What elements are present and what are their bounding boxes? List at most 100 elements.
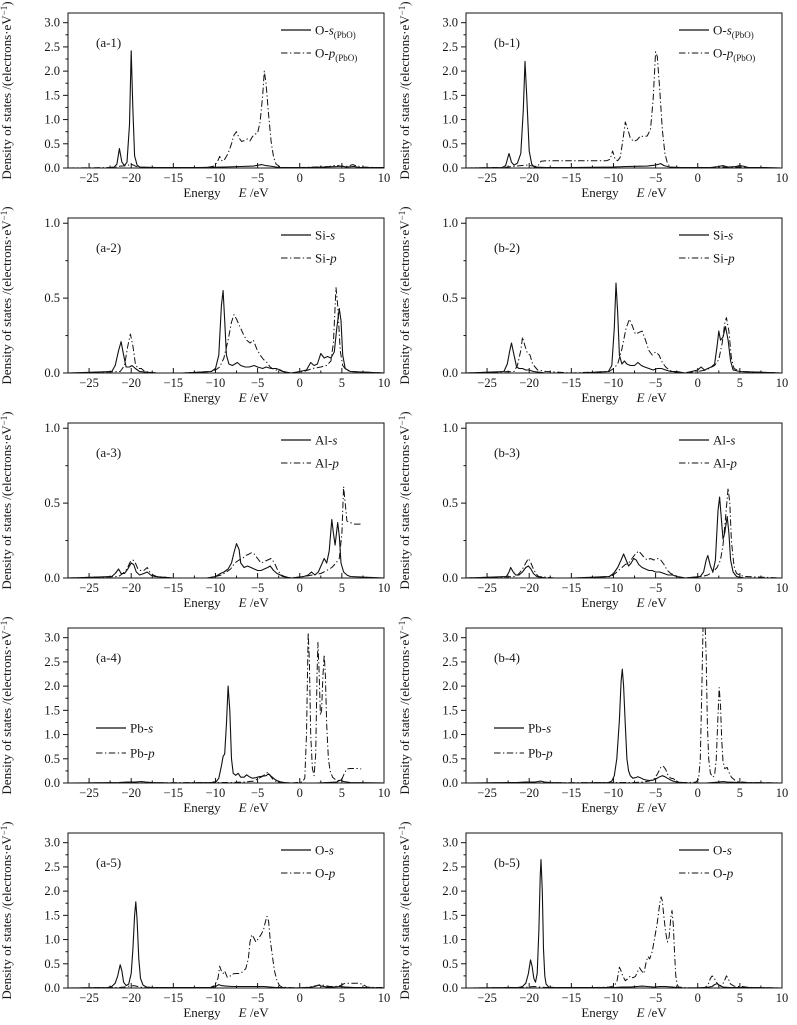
x-tick-label: 5 bbox=[737, 376, 743, 390]
x-tick-label: 10 bbox=[776, 991, 789, 1005]
y-axis-title: Density of states /(electrons·eV−1) bbox=[0, 821, 14, 999]
y-tick-label: 1.5 bbox=[44, 908, 60, 922]
x-axis-title: Energy E /eV bbox=[581, 595, 667, 610]
panel-a-4: −25 −20 −15 −10 −5 0 5 10 0.0 0.5 1.0 1.5 2.0 2.5 3.0 (… bbox=[0, 616, 390, 815]
legend-label: Pb-s bbox=[528, 721, 551, 736]
y-tick-label: 2.5 bbox=[442, 655, 458, 669]
x-axis-title: Energy E /eV bbox=[581, 1005, 667, 1020]
y-axis-ticks: 0.0 0.5 1.0 1.5 2.0 2.5 3.0 bbox=[442, 16, 466, 175]
x-axis-ticks: −25 −20 −15 −10 −5 0 5 10 bbox=[79, 368, 390, 390]
x-tick-label: −10 bbox=[604, 581, 624, 595]
x-tick-label: −5 bbox=[649, 376, 662, 390]
series-O-s(PbO) bbox=[466, 60, 782, 168]
y-tick-label: 1.5 bbox=[442, 703, 458, 717]
y-tick-label: 2.0 bbox=[44, 64, 60, 78]
panel-label: (b-5) bbox=[494, 855, 520, 870]
x-axis-ticks: −25 −20 −15 −10 −5 0 5 10 bbox=[477, 163, 788, 185]
x-tick-label: −25 bbox=[477, 581, 497, 595]
x-tick-label: −5 bbox=[649, 171, 662, 185]
y-tick-label: 2.0 bbox=[442, 64, 458, 78]
y-axis-ticks: 0.0 0.5 1.0 bbox=[44, 421, 68, 585]
legend-label: O-p(PbO) bbox=[315, 46, 357, 64]
y-axis-title: Density of states /(electrons·eV−1) bbox=[398, 411, 412, 589]
panel-label: (a-3) bbox=[96, 445, 121, 460]
x-tick-label: 10 bbox=[378, 171, 391, 185]
panel-a-2: −25 −20 −15 −10 −5 0 5 10 0.0 0.5 1.0 (a-2) Si-s Si-p… bbox=[0, 206, 390, 405]
x-tick-label: −15 bbox=[164, 376, 184, 390]
x-tick-label: −20 bbox=[519, 171, 539, 185]
plot-box bbox=[465, 12, 783, 169]
panel-b-2: −25 −20 −15 −10 −5 0 5 10 0.0 0.5 1.0 (b-2) Si-s Si-p… bbox=[398, 206, 789, 405]
y-tick-label: 0.0 bbox=[442, 981, 458, 995]
x-tick-label: 5 bbox=[339, 171, 345, 185]
y-tick-label: 1.5 bbox=[442, 908, 458, 922]
legend-label: Al-p bbox=[315, 456, 339, 471]
series-Pb-p bbox=[68, 632, 362, 783]
x-tick-label: −15 bbox=[562, 171, 582, 185]
legend-label: O-s(PbO) bbox=[713, 23, 754, 41]
panel-a-1: −25 −20 −15 −10 −5 0 5 10 0.0 0.5 1.0 1.5 2.0 2.5 3.0 (… bbox=[0, 1, 391, 200]
x-tick-label: −10 bbox=[206, 786, 226, 800]
series-O-s(PbO) bbox=[68, 50, 384, 168]
panel-b-5: −25 −20 −15 −10 −5 0 5 10 0.0 0.5 1.0 1.5 2.0 2.5 3.0 (… bbox=[398, 821, 789, 1020]
panel-label: (a-1) bbox=[96, 35, 121, 50]
y-axis-title: Density of states /(electrons·eV−1) bbox=[0, 411, 14, 589]
x-tick-label: −20 bbox=[121, 991, 141, 1005]
y-tick-label: 0.5 bbox=[44, 752, 60, 766]
series-Si-p bbox=[68, 287, 384, 373]
x-tick-label: 10 bbox=[378, 991, 391, 1005]
y-tick-label: 1.0 bbox=[44, 933, 60, 947]
x-tick-label: −10 bbox=[206, 991, 226, 1005]
series-O-p(PbO) bbox=[466, 51, 782, 168]
y-tick-label: 1.5 bbox=[442, 88, 458, 102]
x-tick-label: −25 bbox=[79, 786, 99, 800]
series-Pb-p bbox=[466, 628, 782, 783]
series-Si-p bbox=[466, 317, 782, 373]
x-tick-label: 0 bbox=[297, 171, 303, 185]
x-tick-label: 5 bbox=[737, 786, 743, 800]
panel-a-5: −25 −20 −15 −10 −5 0 5 10 0.0 0.5 1.0 1.5 2.0 2.5 3.0 (… bbox=[0, 821, 391, 1020]
x-tick-label: −25 bbox=[79, 171, 99, 185]
x-tick-label: −5 bbox=[251, 581, 264, 595]
x-tick-label: −25 bbox=[79, 581, 99, 595]
x-tick-label: 5 bbox=[339, 376, 345, 390]
x-tick-label: 5 bbox=[737, 171, 743, 185]
x-tick-label: −25 bbox=[477, 991, 497, 1005]
plot-box bbox=[67, 12, 385, 169]
panel-label: (a-2) bbox=[96, 240, 121, 255]
x-tick-label: −10 bbox=[604, 786, 624, 800]
y-axis-ticks: 0.0 0.5 1.0 1.5 2.0 2.5 3.0 bbox=[442, 836, 466, 995]
x-tick-label: −5 bbox=[251, 786, 264, 800]
y-axis-ticks: 0.0 0.5 1.0 1.5 2.0 2.5 3.0 bbox=[44, 16, 68, 175]
y-tick-label: 3.0 bbox=[44, 631, 60, 645]
y-axis-title: Density of states /(electrons·eV−1) bbox=[398, 616, 412, 794]
panel-label: (b-2) bbox=[494, 240, 520, 255]
y-tick-label: 0.5 bbox=[44, 291, 60, 305]
x-tick-label: −10 bbox=[604, 171, 624, 185]
x-tick-label: 0 bbox=[695, 991, 701, 1005]
x-tick-label: 0 bbox=[695, 786, 701, 800]
x-tick-label: −10 bbox=[206, 376, 226, 390]
series-O-p bbox=[68, 915, 384, 988]
legend-label: Si-s bbox=[713, 228, 733, 243]
y-tick-label: 1.0 bbox=[44, 421, 60, 435]
y-tick-label: 0.0 bbox=[44, 981, 60, 995]
y-axis-title: Density of states /(electrons·eV−1) bbox=[398, 1, 412, 179]
x-tick-label: 0 bbox=[297, 991, 303, 1005]
legend-label: O-s bbox=[713, 843, 732, 858]
y-tick-label: 0.5 bbox=[442, 496, 458, 510]
y-axis-title: Density of states /(electrons·eV−1) bbox=[0, 1, 14, 179]
x-tick-label: 5 bbox=[737, 991, 743, 1005]
y-tick-label: 3.0 bbox=[442, 836, 458, 850]
legend-label: Pb-s bbox=[130, 721, 153, 736]
y-axis-ticks: 0.0 0.5 1.0 bbox=[44, 216, 68, 380]
y-tick-label: 0.0 bbox=[442, 366, 458, 380]
x-tick-label: 10 bbox=[776, 376, 789, 390]
y-tick-label: 2.5 bbox=[442, 860, 458, 874]
legend-label: O-s bbox=[315, 843, 334, 858]
x-tick-label: 5 bbox=[737, 581, 743, 595]
legend-label: O-s(PbO) bbox=[315, 23, 356, 41]
y-tick-label: 2.5 bbox=[44, 655, 60, 669]
series-Si-s bbox=[466, 282, 782, 373]
